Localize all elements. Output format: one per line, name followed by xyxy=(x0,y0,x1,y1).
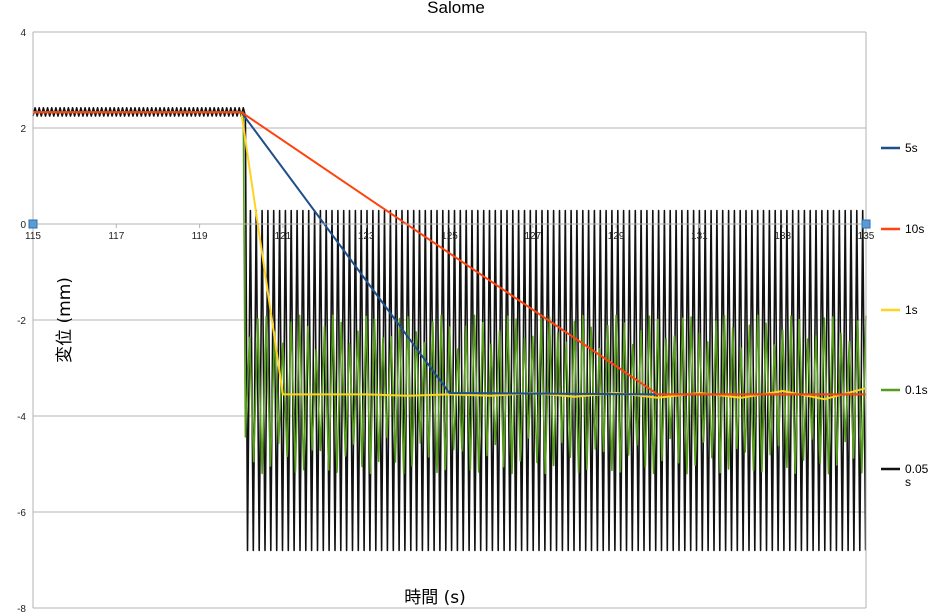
legend-label: 5s xyxy=(905,141,918,155)
chart-title: Salome xyxy=(427,0,485,17)
x-tick-label: 117 xyxy=(108,231,124,242)
legend-label: 10s xyxy=(905,222,924,236)
x-tick-label: 135 xyxy=(858,231,875,242)
x-tick-labels: 115 117 119 121 123 125 127 129 131 133 135 xyxy=(25,231,875,242)
x-tick-label: 115 xyxy=(25,231,41,242)
x-tick-label: 131 xyxy=(691,231,708,242)
x-tick-label: 121 xyxy=(275,231,292,242)
legend-label: s xyxy=(905,475,911,489)
legend-label: 1s xyxy=(905,303,918,317)
x-tick-label: 119 xyxy=(192,231,208,242)
axes xyxy=(32,32,867,608)
x-tick-label: 129 xyxy=(608,231,625,242)
x-tick-label: 133 xyxy=(774,231,791,242)
series-line-10s xyxy=(33,111,866,396)
series-layer xyxy=(32,107,867,552)
selection-handle[interactable] xyxy=(28,219,38,229)
x-tick-label: 127 xyxy=(524,231,541,242)
selection-handles[interactable] xyxy=(28,219,871,229)
y-tick-labels: 4 2 0 -2 -4 -6 -8 xyxy=(17,28,26,614)
y-tick-label: 4 xyxy=(20,28,26,39)
y-axis-label: 変位 (mm) xyxy=(55,277,75,363)
y-tick-label: 2 xyxy=(20,124,26,135)
legend-label: 0.1s xyxy=(905,383,928,397)
y-tick-label: 0 xyxy=(20,220,26,231)
y-tick-label: -2 xyxy=(17,316,26,327)
legend: 5s 10s 1s 0.1s 0.05s xyxy=(881,141,929,489)
y-tick-label: -4 xyxy=(17,412,26,423)
selection-handle[interactable] xyxy=(861,219,871,229)
x-tick-label: 125 xyxy=(441,231,458,242)
x-axis-label: 時間 (s) xyxy=(404,588,466,608)
series-line-0.1s xyxy=(33,111,867,475)
y-tick-label: -8 xyxy=(17,604,26,614)
legend-label: 0.05 xyxy=(905,462,929,476)
x-tick-label: 123 xyxy=(358,231,375,242)
y-tick-label: -6 xyxy=(17,508,26,519)
